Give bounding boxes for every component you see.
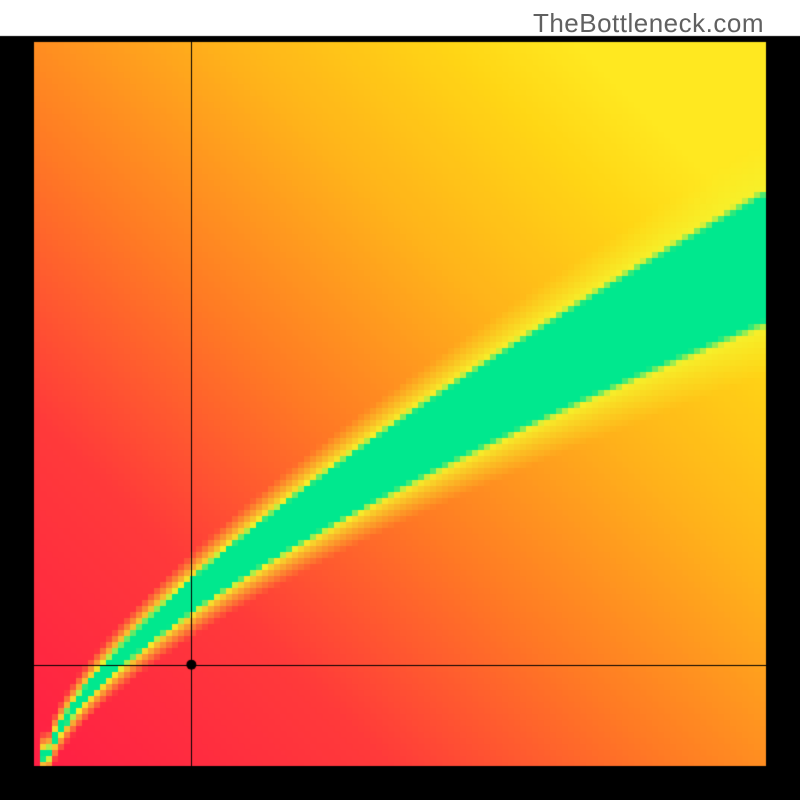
- watermark-text: TheBottleneck.com: [533, 8, 764, 39]
- bottleneck-heatmap-canvas: [0, 0, 800, 800]
- chart-container: TheBottleneck.com: [0, 0, 800, 800]
